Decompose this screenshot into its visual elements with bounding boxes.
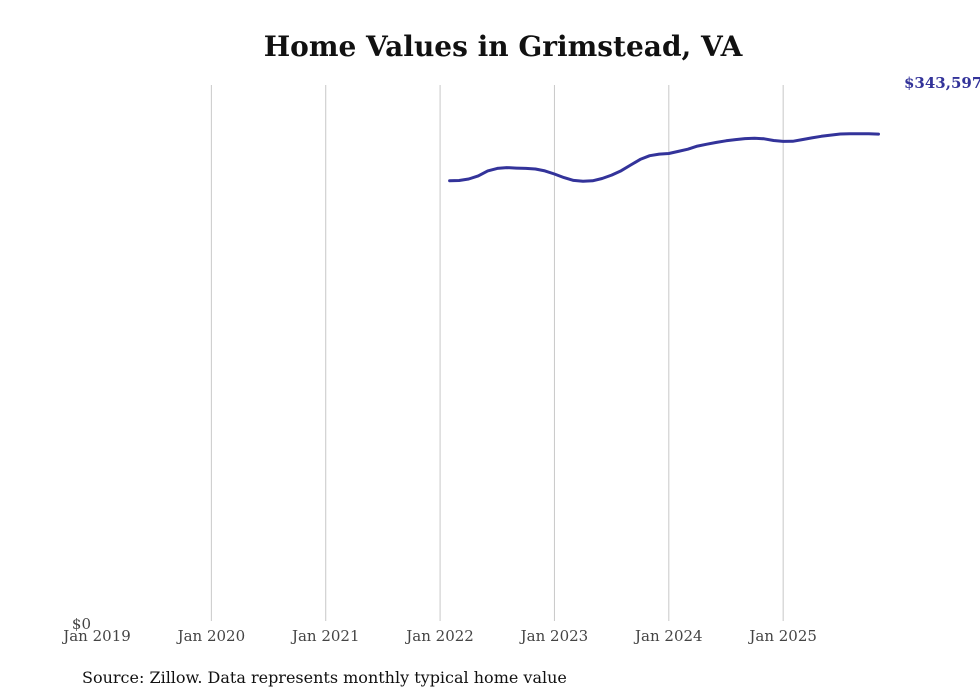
chart-title: Home Values in Grimstead, VA (263, 30, 743, 63)
x-tick-label: Jan 2019 (61, 627, 131, 645)
series-layer: $343,597 (448, 74, 980, 183)
x-tick-label: Jan 2020 (176, 627, 246, 645)
gridlines (210, 85, 784, 621)
end-value-label: $343,597 (904, 74, 980, 92)
source-note: Source: Zillow. Data represents monthly … (82, 668, 567, 687)
x-axis-ticks: Jan 2019 Jan 2020 Jan 2021 Jan 2022 Jan 2023… (61, 615, 817, 645)
x-tick-label: Jan 2024 (633, 627, 703, 645)
x-tick-label: Jan 2021 (290, 627, 360, 645)
x-tick-label: Jan 2023 (519, 627, 589, 645)
x-tick-label: Jan 2022 (404, 627, 474, 645)
series-line (448, 132, 880, 183)
y-tick-label: $0 (72, 615, 91, 633)
x-tick-label: Jan 2025 (747, 627, 817, 645)
